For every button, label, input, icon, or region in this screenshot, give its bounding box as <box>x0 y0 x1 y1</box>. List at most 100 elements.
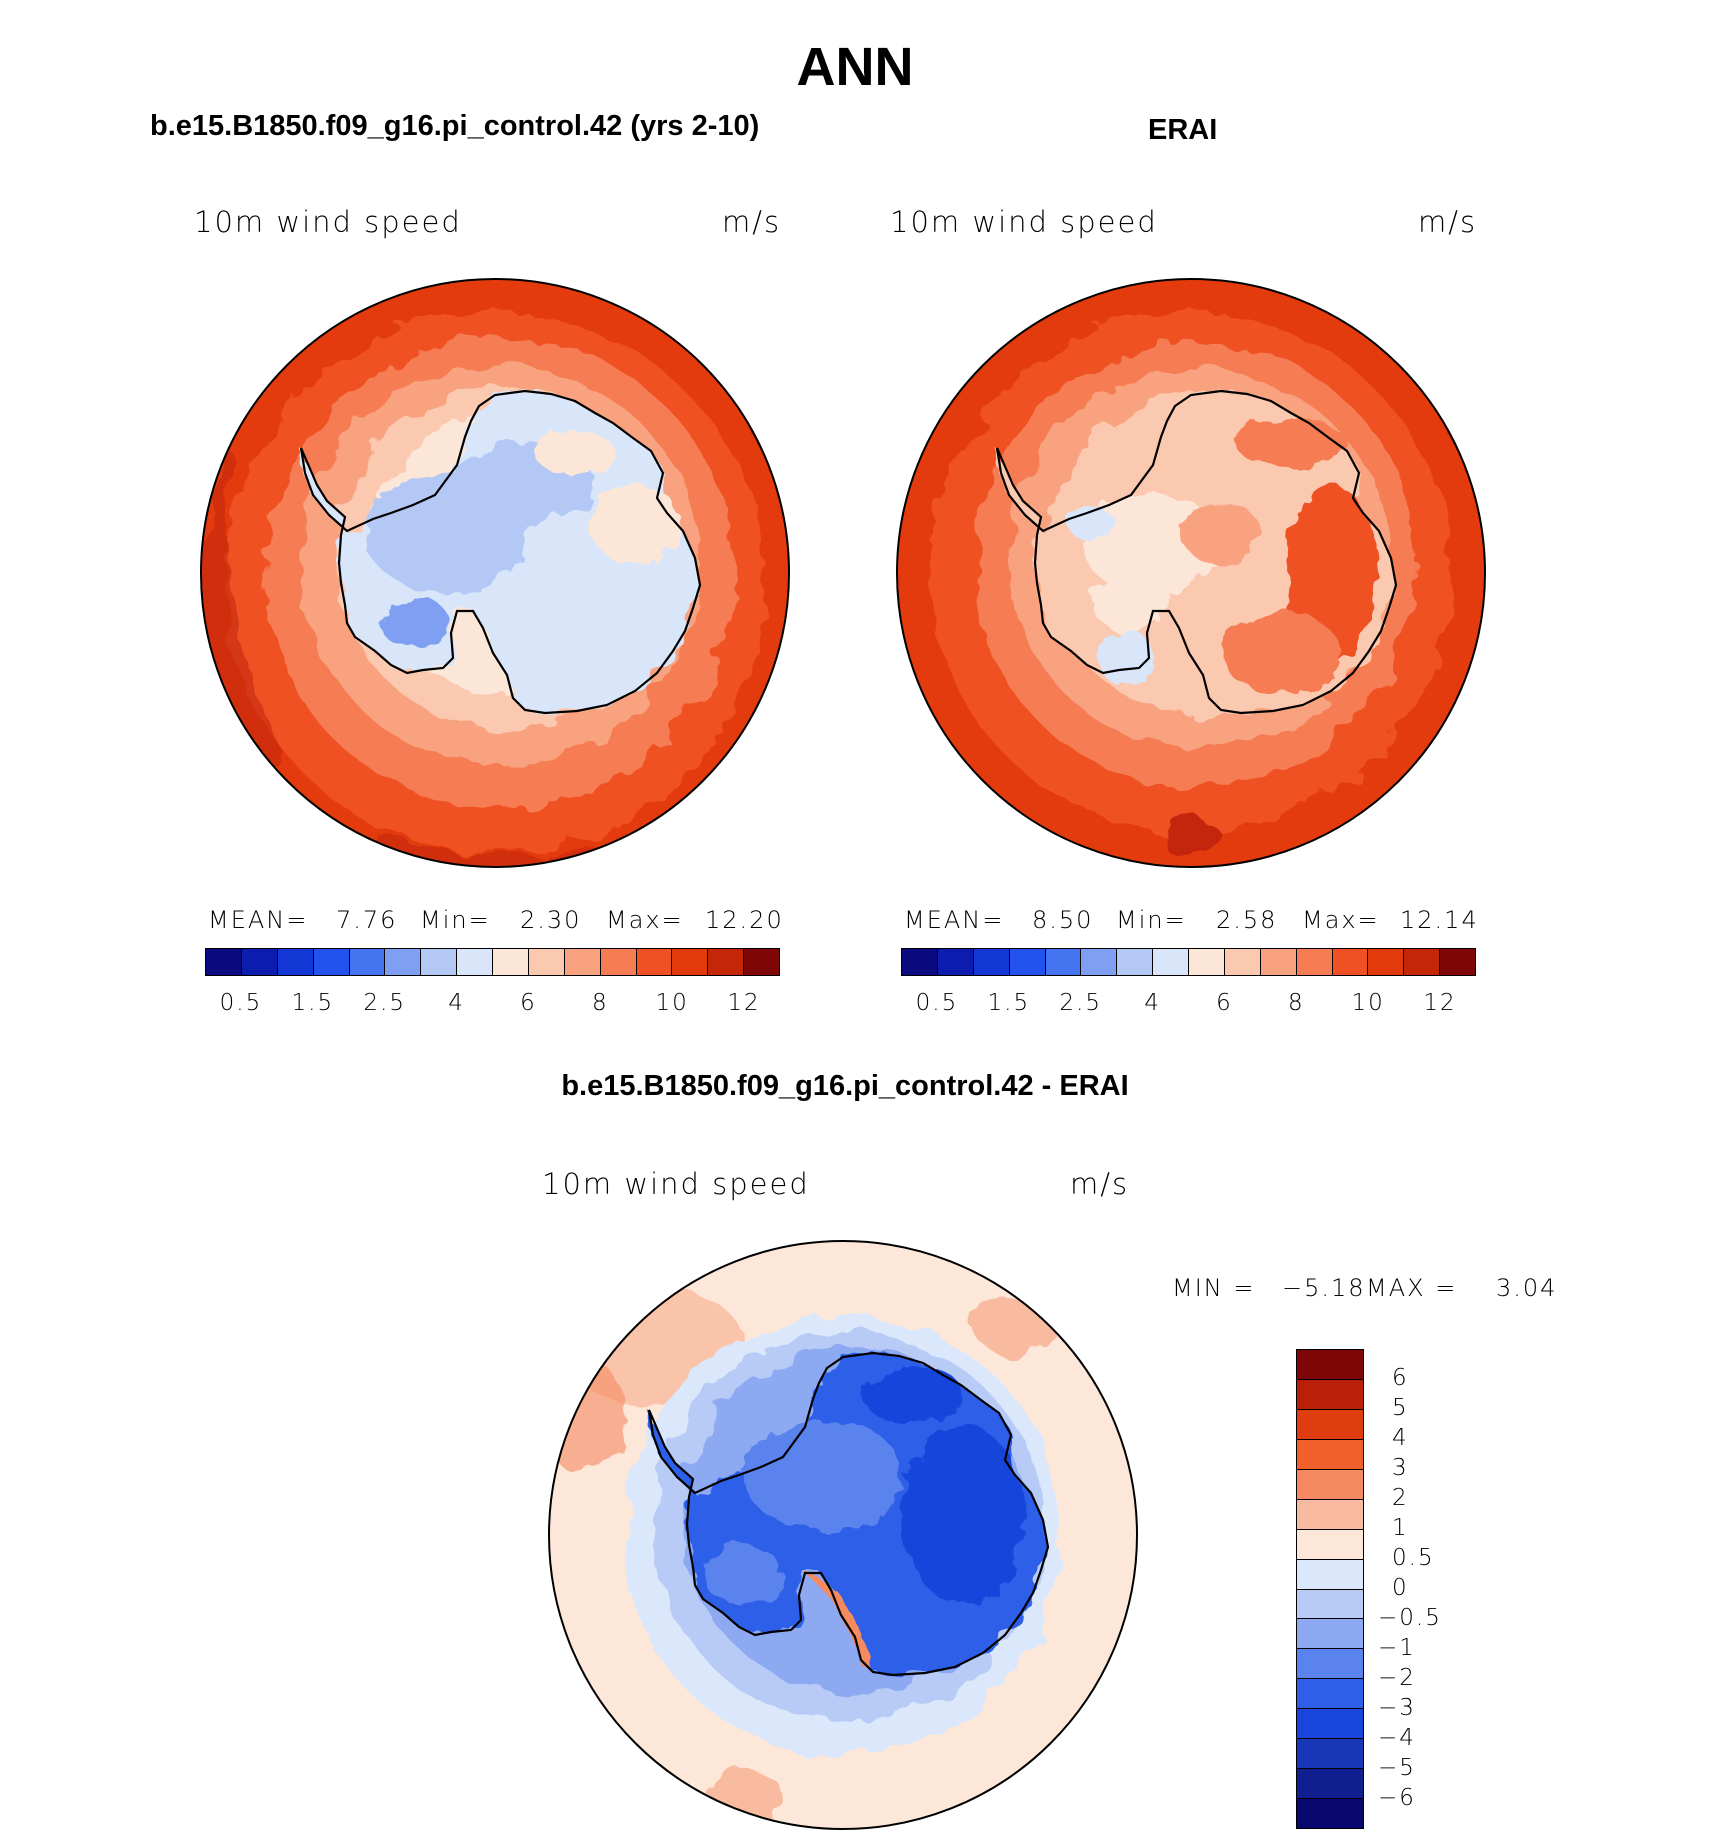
colorbar-swatch <box>636 949 673 975</box>
model-mean-label: MEAN= <box>208 906 309 934</box>
colorbar-tick-label: 10 <box>655 990 689 1016</box>
colorbar-swatch <box>708 949 745 975</box>
colorbar-swatch <box>1297 1439 1363 1470</box>
colorbar-swatch <box>457 949 493 975</box>
obs-min-value: 2.58 <box>1216 906 1278 934</box>
colorbar-tick-label: 0.5 <box>219 990 263 1016</box>
model-min-label: Min= <box>420 906 491 934</box>
colorbar-swatch <box>1440 949 1475 975</box>
colorbar-swatch <box>902 949 938 975</box>
diff-min-label: MIN = <box>1172 1274 1256 1302</box>
colorbar-tick-label: 1.5 <box>987 990 1031 1016</box>
colorbar-swatch <box>1297 1619 1363 1650</box>
colorbar-swatch <box>1009 949 1046 975</box>
colorbar-swatch <box>1332 949 1369 975</box>
colorbar-swatch <box>1260 949 1297 975</box>
colorbar-swatch <box>1297 1799 1363 1828</box>
colorbar-tick-label: −5 <box>1378 1755 1416 1781</box>
model-colorbar <box>205 948 780 976</box>
colorbar-swatch <box>1368 949 1405 975</box>
colorbar-tick-label: −2 <box>1378 1665 1416 1691</box>
colorbar-swatch <box>1296 949 1333 975</box>
colorbar-swatch <box>1297 1559 1363 1590</box>
colorbar-swatch <box>1081 949 1118 975</box>
colorbar-tick-label: 12 <box>1423 990 1457 1016</box>
colorbar-tick-label: 12 <box>727 990 761 1016</box>
colorbar-tick-label: 8 <box>591 990 609 1016</box>
colorbar-swatch <box>1297 1649 1363 1680</box>
colorbar-swatch <box>1297 1379 1363 1410</box>
colorbar-tick-label: 0.5 <box>1392 1545 1435 1571</box>
model-units-label: m/s <box>722 205 782 239</box>
model-max-value: 12.20 <box>705 906 784 934</box>
model-min-value: 2.30 <box>520 906 582 934</box>
colorbar-swatch <box>421 949 458 975</box>
colorbar-tick-label: 5 <box>1392 1395 1409 1421</box>
diff-min-value: −5.18 <box>1282 1274 1366 1302</box>
obs-units-label: m/s <box>1418 205 1478 239</box>
colorbar-swatch <box>1297 1350 1363 1380</box>
colorbar-swatch <box>1224 949 1261 975</box>
colorbar-swatch <box>1297 1469 1363 1500</box>
diff-colorbar <box>1296 1349 1364 1829</box>
model-variable-label: 10m wind speed <box>194 205 462 239</box>
colorbar-swatch <box>1297 1679 1363 1710</box>
colorbar-tick-label: 3 <box>1392 1455 1409 1481</box>
colorbar-swatch <box>1297 1529 1363 1560</box>
colorbar-swatch <box>277 949 314 975</box>
colorbar-swatch <box>1297 1739 1363 1770</box>
diff-max-value: 3.04 <box>1496 1274 1558 1302</box>
colorbar-tick-label: 6 <box>520 990 537 1016</box>
colorbar-swatch <box>973 949 1010 975</box>
colorbar-tick-label: 4 <box>448 990 465 1016</box>
colorbar-tick-label: 1.5 <box>291 990 335 1016</box>
colorbar-swatch <box>385 949 422 975</box>
colorbar-swatch <box>313 949 350 975</box>
colorbar-tick-label: 6 <box>1216 990 1233 1016</box>
colorbar-swatch <box>206 949 242 975</box>
colorbar-swatch <box>493 949 529 975</box>
colorbar-swatch <box>1297 1709 1363 1740</box>
obs-mean-label: MEAN= <box>904 906 1005 934</box>
colorbar-tick-label: −6 <box>1378 1785 1416 1811</box>
colorbar-swatch <box>1045 949 1082 975</box>
colorbar-swatch <box>1153 949 1189 975</box>
colorbar-tick-label: −0.5 <box>1378 1605 1442 1631</box>
obs-mean-value: 8.50 <box>1032 906 1094 934</box>
colorbar-swatch <box>1297 1589 1363 1620</box>
colorbar-swatch <box>672 949 709 975</box>
colorbar-tick-label: −1 <box>1378 1635 1416 1661</box>
colorbar-tick-label: 0.5 <box>915 990 959 1016</box>
colorbar-tick-label: −3 <box>1378 1695 1416 1721</box>
colorbar-tick-label: 4 <box>1392 1425 1409 1451</box>
colorbar-swatch <box>937 949 974 975</box>
colorbar-swatch <box>1117 949 1154 975</box>
colorbar-tick-label: 2.5 <box>363 990 406 1016</box>
diff-max-label: MAX = <box>1366 1274 1458 1302</box>
diff-case-title: b.e15.B1850.f09_g16.pi_control.42 - ERAI <box>561 1070 1129 1102</box>
model-map <box>200 278 790 868</box>
colorbar-tick-label: 2 <box>1392 1485 1409 1511</box>
obs-min-label: Min= <box>1116 906 1187 934</box>
colorbar-tick-label: 2.5 <box>1059 990 1102 1016</box>
main-title: ANN <box>796 37 914 97</box>
colorbar-swatch <box>1404 949 1441 975</box>
colorbar-tick-label: 10 <box>1351 990 1385 1016</box>
model-case-title: b.e15.B1850.f09_g16.pi_control.42 (yrs 2… <box>150 110 760 142</box>
colorbar-swatch <box>744 949 779 975</box>
colorbar-tick-label: 8 <box>1287 990 1305 1016</box>
colorbar-swatch <box>600 949 637 975</box>
colorbar-swatch <box>241 949 278 975</box>
obs-variable-label: 10m wind speed <box>890 205 1158 239</box>
diff-variable-label: 10m wind speed <box>542 1167 810 1201</box>
colorbar-swatch <box>1297 1409 1363 1440</box>
diff-map <box>548 1240 1138 1830</box>
model-mean-value: 7.76 <box>336 906 398 934</box>
colorbar-swatch <box>1189 949 1225 975</box>
colorbar-swatch <box>528 949 565 975</box>
obs-case-title: ERAI <box>1148 114 1218 146</box>
obs-colorbar <box>901 948 1476 976</box>
colorbar-swatch <box>564 949 601 975</box>
colorbar-tick-label: 6 <box>1392 1365 1409 1391</box>
model-max-label: Max= <box>606 906 684 934</box>
